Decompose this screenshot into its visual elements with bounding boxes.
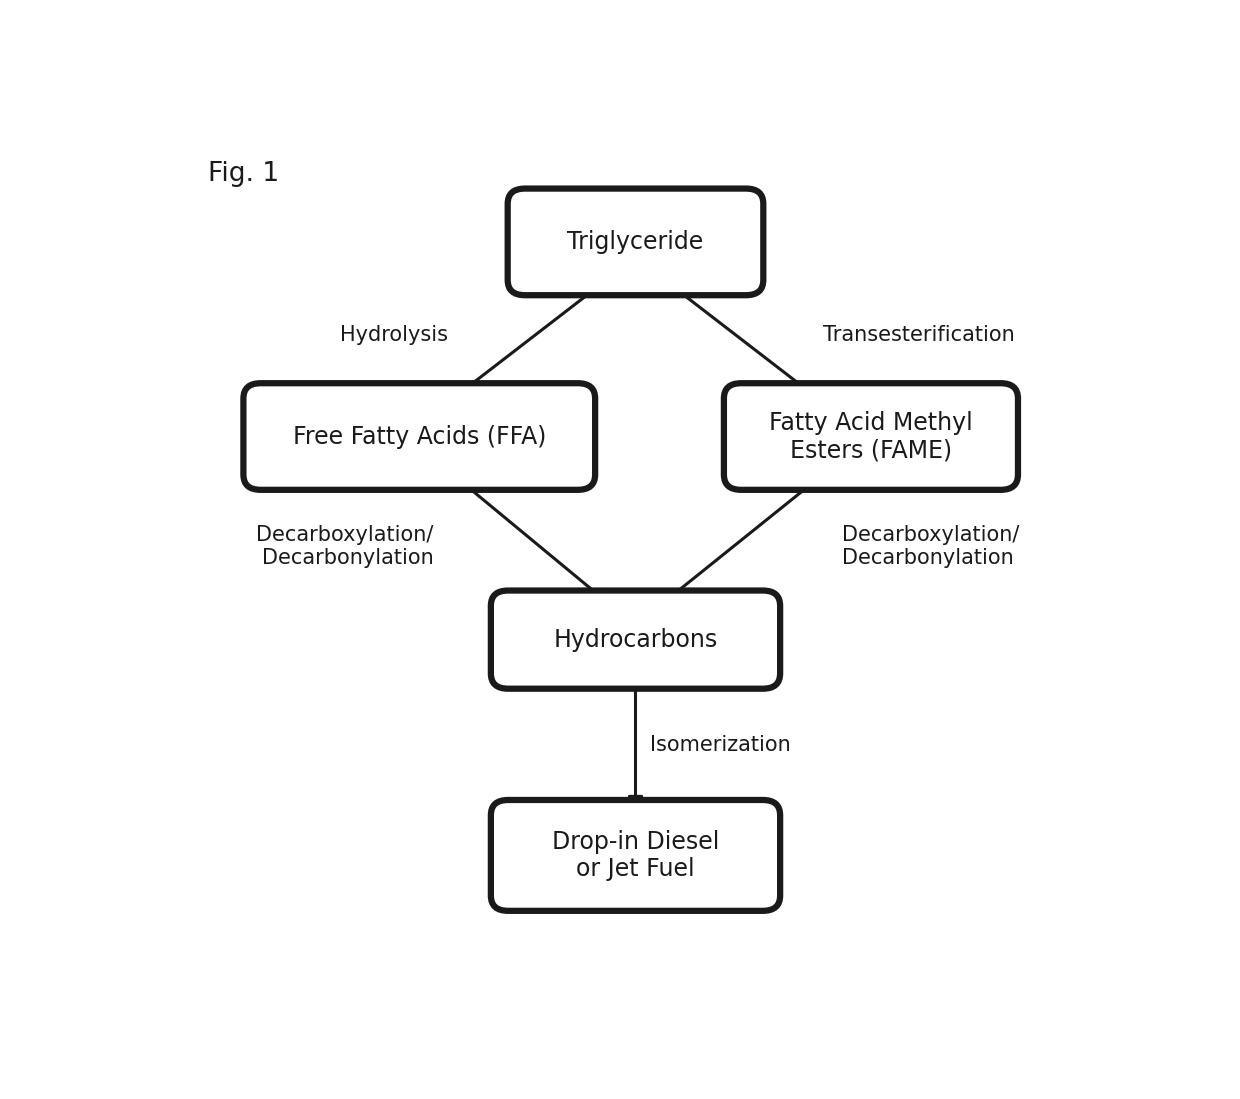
Text: Triglyceride: Triglyceride	[568, 230, 703, 254]
Text: Decarboxylation/
Decarbonylation: Decarboxylation/ Decarbonylation	[842, 525, 1019, 568]
Text: Decarboxylation/
Decarbonylation: Decarboxylation/ Decarbonylation	[257, 525, 434, 568]
FancyBboxPatch shape	[724, 384, 1018, 490]
FancyBboxPatch shape	[491, 590, 780, 689]
Text: Fatty Acid Methyl
Esters (FAME): Fatty Acid Methyl Esters (FAME)	[769, 411, 973, 463]
Text: Transesterification: Transesterification	[823, 325, 1014, 345]
FancyBboxPatch shape	[243, 384, 595, 490]
FancyBboxPatch shape	[491, 800, 780, 911]
FancyBboxPatch shape	[507, 189, 764, 296]
Text: Hydrolysis: Hydrolysis	[340, 325, 448, 345]
Text: Fig. 1: Fig. 1	[208, 162, 279, 188]
Text: Drop-in Diesel
or Jet Fuel: Drop-in Diesel or Jet Fuel	[552, 830, 719, 881]
Text: Hydrocarbons: Hydrocarbons	[553, 628, 718, 652]
Text: Isomerization: Isomerization	[650, 735, 791, 755]
Text: Free Fatty Acids (FFA): Free Fatty Acids (FFA)	[293, 424, 546, 448]
